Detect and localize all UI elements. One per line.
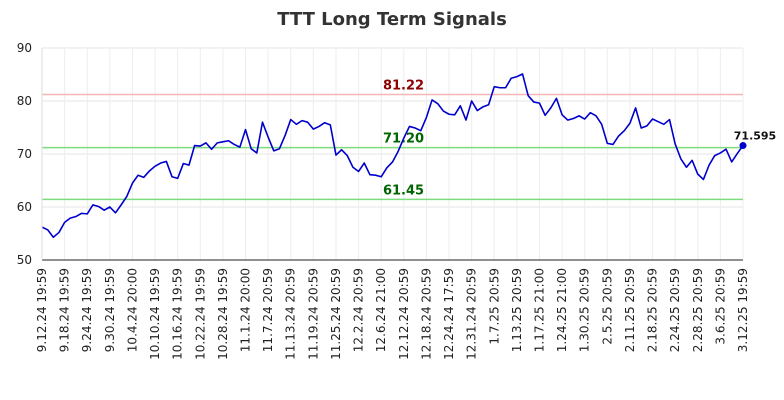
x-tick-label: 2.28.25 20:59 bbox=[691, 268, 705, 352]
reference-line-label: 81.22 bbox=[383, 79, 424, 94]
x-tick-label: 10.4.24 20:00 bbox=[125, 268, 139, 352]
x-tick-label: 2.24.25 20:59 bbox=[668, 268, 682, 352]
y-tick-label: 50 bbox=[17, 253, 32, 267]
x-tick-label: 11.25.24 20:59 bbox=[329, 268, 343, 360]
x-tick-label: 1.17.25 21:00 bbox=[532, 268, 546, 352]
x-tick-label: 9.12.24 19:59 bbox=[35, 268, 49, 352]
x-tick-label: 9.18.24 19:59 bbox=[58, 268, 72, 352]
x-tick-label: 10.10.24 19:59 bbox=[148, 268, 162, 360]
x-tick-label: 12.12.24 20:59 bbox=[397, 268, 411, 360]
series-line bbox=[41, 73, 744, 239]
x-tick-label: 12.24.24 17:59 bbox=[442, 268, 456, 360]
x-tick-label: 1.24.25 21:00 bbox=[555, 268, 569, 352]
x-tick-label: 2.11.25 20:59 bbox=[623, 268, 637, 352]
x-tick-label: 12.18.24 20:59 bbox=[419, 268, 433, 360]
axes: 50 60 70 80 90 9.12.24 19:59 9.18.24 19:59 9.24… bbox=[17, 41, 750, 360]
x-tick-label: 10.22.24 19:59 bbox=[193, 268, 207, 360]
x-tick-label: 2.18.25 20:59 bbox=[646, 268, 660, 352]
last-value-label: 71.595 bbox=[734, 130, 776, 143]
x-tick-label: 9.24.24 19:59 bbox=[80, 268, 94, 352]
y-tick-label: 70 bbox=[17, 147, 32, 161]
y-tick-label: 60 bbox=[17, 200, 32, 214]
x-tick-label: 11.1.24 20:00 bbox=[239, 268, 253, 352]
x-tick-label: 12.31.24 20:59 bbox=[465, 268, 479, 360]
reference-line-label: 61.45 bbox=[383, 183, 424, 198]
x-tick-label: 2.5.25 20:59 bbox=[600, 268, 614, 345]
y-tick-label: 80 bbox=[17, 94, 32, 108]
x-tick-label: 11.7.24 20:59 bbox=[261, 268, 275, 352]
x-tick-label: 3.12.25 19:59 bbox=[736, 268, 750, 352]
x-tick-label: 1.30.25 20:59 bbox=[578, 268, 592, 352]
series-layer: 71.595 bbox=[41, 73, 776, 239]
x-tick-label: 10.28.24 19:59 bbox=[216, 268, 230, 360]
x-tick-label: 9.30.24 19:59 bbox=[103, 268, 117, 352]
x-tick-label: 1.13.25 20:59 bbox=[510, 268, 524, 352]
x-tick-label: 11.19.24 20:59 bbox=[306, 268, 320, 360]
x-tick-label: 1.7.25 20:59 bbox=[487, 268, 501, 345]
x-tick-label: 10.16.24 19:59 bbox=[171, 268, 185, 360]
y-tick-label: 90 bbox=[17, 41, 32, 55]
x-tick-label: 3.6.25 20:59 bbox=[713, 268, 727, 345]
x-tick-label: 12.2.24 20:59 bbox=[352, 268, 366, 352]
last-point-marker bbox=[739, 142, 747, 150]
x-tick-label: 12.6.24 21:00 bbox=[374, 268, 388, 352]
chart-title: TTT Long Term Signals bbox=[277, 9, 507, 30]
x-tick-label: 11.13.24 20:59 bbox=[284, 268, 298, 360]
